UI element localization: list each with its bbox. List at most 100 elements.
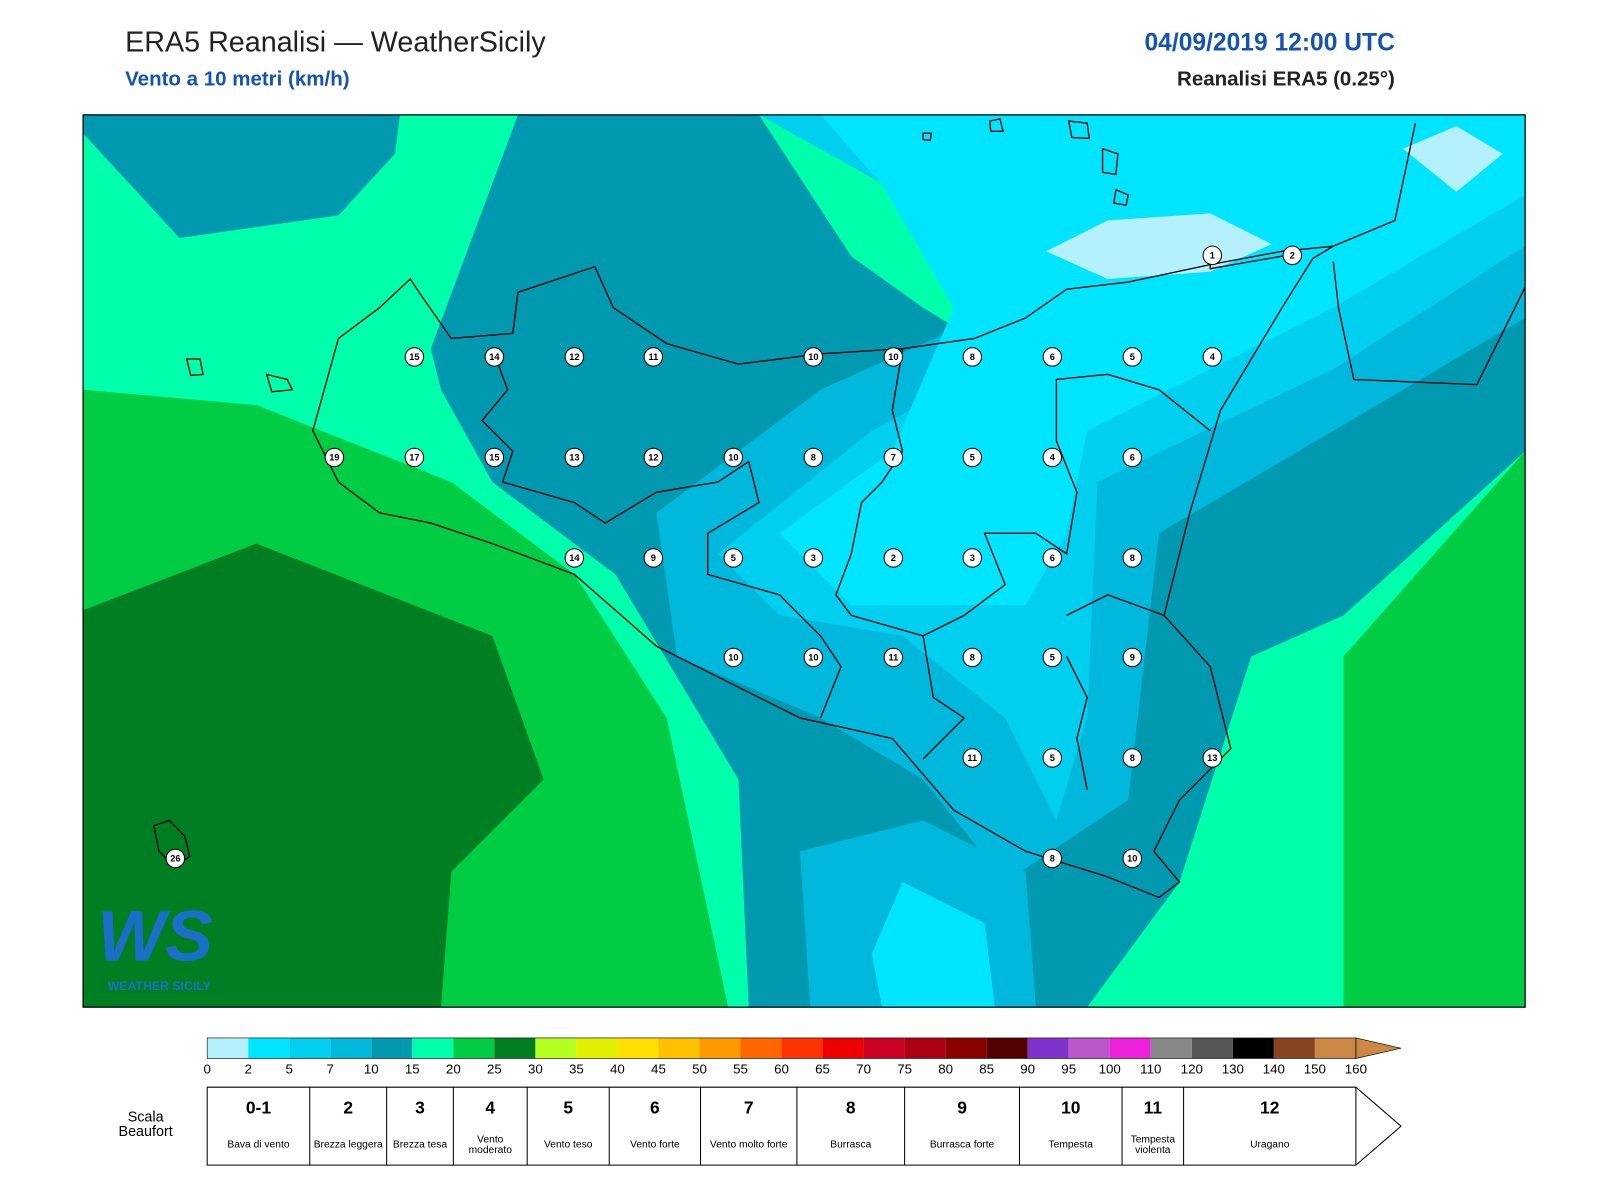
beaufort-name-box: Vento moderato <box>468 1134 512 1156</box>
station: 7 <box>883 447 904 468</box>
station: 17 <box>404 447 425 468</box>
station: 2 <box>883 548 904 568</box>
color-swatch <box>535 1037 577 1059</box>
station-value: 8 <box>970 652 975 662</box>
station-value: 4 <box>1210 352 1216 362</box>
colorbar-label: 50 <box>692 1061 707 1076</box>
station-marker <box>1042 848 1063 869</box>
station: 11 <box>643 347 664 367</box>
field-band <box>779 114 1526 606</box>
station: 13 <box>564 447 585 468</box>
color-swatch <box>1150 1037 1192 1059</box>
beaufort-name: Tempesta violenta <box>1130 1134 1176 1156</box>
station-marker <box>883 347 904 367</box>
color-swatch <box>1068 1037 1110 1059</box>
station: 10 <box>1122 848 1143 869</box>
station-value: 15 <box>489 452 499 462</box>
colorbar-label: 25 <box>487 1061 502 1076</box>
beaufort-name: Vento teso <box>543 1139 593 1151</box>
station-value: 10 <box>1127 853 1137 863</box>
station-marker <box>1042 447 1063 468</box>
colorbar-label: 60 <box>774 1061 789 1076</box>
colorbar: 0 2 5 7 10 15 20 25 30 35 40 45 50 55 60 65 70 75 80 85 90 95… <box>203 1037 1402 1076</box>
station-value: 5 <box>1130 352 1135 362</box>
map-frame <box>82 114 1526 1008</box>
beaufort-force: 9 <box>957 1097 967 1117</box>
beaufort-name: Vento molto forte <box>709 1139 788 1151</box>
color-swatch <box>658 1037 700 1059</box>
station-marker <box>723 647 744 668</box>
station-value: 14 <box>489 352 500 362</box>
station: 10 <box>803 647 824 668</box>
station: 5 <box>723 548 744 568</box>
color-swatch <box>412 1037 454 1059</box>
station-value: 4 <box>1050 452 1056 462</box>
station-marker <box>643 548 664 568</box>
beaufort-force: 10 <box>1061 1097 1080 1117</box>
source: Reanalisi ERA5 (0.25°) <box>1177 67 1395 90</box>
logo-text: WEATHER SICILY <box>108 979 211 993</box>
station: 14 <box>484 347 505 367</box>
beaufort-name: Tempesta <box>1048 1139 1093 1151</box>
beaufort-name: Bava di vento <box>227 1139 290 1151</box>
color-swatch <box>1191 1037 1233 1059</box>
beaufort-label: Scala <box>128 1110 164 1126</box>
station-marker <box>165 848 186 869</box>
beaufort-force: 2 <box>343 1097 353 1117</box>
station-marker <box>1202 748 1223 768</box>
color-swatch <box>1273 1037 1315 1059</box>
colorbar-label: 90 <box>1020 1061 1035 1076</box>
station-value: 8 <box>1130 553 1135 563</box>
colorbar-label: 55 <box>733 1061 748 1076</box>
station: 15 <box>484 447 505 468</box>
station: 5 <box>1042 647 1063 668</box>
station-marker <box>1122 548 1143 568</box>
station: 10 <box>803 347 824 367</box>
colorbar-label: 45 <box>651 1061 666 1076</box>
colorbar-label: 2 <box>244 1061 251 1076</box>
field-band <box>1403 126 1503 192</box>
beaufort-name: Vento moderato <box>468 1134 512 1156</box>
station-value: 13 <box>1207 753 1217 763</box>
station-marker <box>1042 647 1063 668</box>
beaufort-name: Brezza tesa <box>392 1139 448 1151</box>
station: 3 <box>962 548 983 568</box>
color-swatch <box>1314 1037 1356 1059</box>
subtitle: Vento a 10 metri (km/h) <box>125 67 349 90</box>
station: 9 <box>1122 647 1143 668</box>
station: 4 <box>1042 447 1063 468</box>
beaufort-name: Uragano <box>1250 1139 1290 1151</box>
station-marker <box>962 748 983 768</box>
station: 8 <box>1122 548 1143 568</box>
colorbar-label: 10 <box>364 1061 379 1076</box>
station-marker <box>883 647 904 668</box>
colorbar-label: 20 <box>446 1061 461 1076</box>
color-swatch <box>1232 1037 1274 1059</box>
station-marker <box>803 347 824 367</box>
station-value: 26 <box>170 853 180 863</box>
station-value: 6 <box>1130 452 1135 462</box>
beaufort-force: 12 <box>1260 1097 1279 1117</box>
station: 1 <box>1202 245 1223 266</box>
colorbar-label: 75 <box>897 1061 912 1076</box>
station-value: 8 <box>970 352 975 362</box>
station: 8 <box>962 347 983 367</box>
station-marker <box>803 548 824 568</box>
station-value: 2 <box>891 553 896 563</box>
colorbar-label: 85 <box>979 1061 994 1076</box>
station-value: 17 <box>409 452 419 462</box>
beaufort-name-box: Bava di vento <box>227 1139 290 1151</box>
colorbar-label: 65 <box>815 1061 830 1076</box>
color-swatch <box>453 1037 495 1059</box>
field-band <box>1343 451 1526 1008</box>
field-band <box>871 882 995 1008</box>
station-value: 11 <box>888 652 898 662</box>
station: 2 <box>1282 245 1303 266</box>
color-swatch <box>822 1037 864 1059</box>
color-swatch <box>330 1037 372 1059</box>
color-swatch <box>863 1037 905 1059</box>
station-value: 9 <box>1130 652 1135 662</box>
station-marker <box>883 548 904 568</box>
beaufort-force: 7 <box>744 1097 754 1117</box>
